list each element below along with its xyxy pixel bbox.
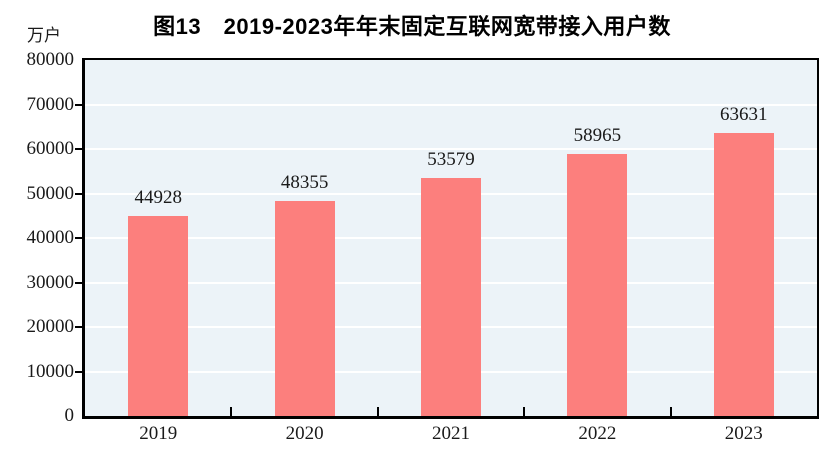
y-tick-label: 60000	[26, 138, 75, 159]
x-tick-label: 2020	[285, 423, 324, 444]
x-tick-label: 2021	[432, 423, 470, 444]
bar-category-cell: 53579	[378, 60, 524, 416]
y-tick-label: 40000	[26, 227, 75, 248]
bar	[713, 132, 774, 416]
x-tick-mark	[376, 407, 379, 416]
plot-area: 44928 48355 53579 58965 63631	[82, 58, 819, 419]
x-tick-mark	[230, 407, 233, 416]
y-axis-unit-label: 万户	[27, 26, 61, 45]
y-tick-label: 50000	[26, 182, 75, 204]
bar	[128, 216, 189, 416]
y-tick-label: 30000	[26, 271, 75, 293]
bar-value-label: 53579	[427, 148, 475, 170]
bar-category-cell: 48355	[231, 60, 377, 416]
chart-title: 图13 2019-2023年年末固定互联网宽带接入用户数	[153, 14, 671, 39]
gridline	[85, 103, 817, 106]
bar-value-label: 48355	[280, 171, 329, 193]
bar-value-label: 63631	[720, 103, 768, 125]
y-tick-mark	[75, 148, 82, 150]
y-tick-label: 20000	[26, 316, 75, 337]
bar	[420, 177, 481, 416]
bar-category-cell: 58965	[524, 60, 670, 416]
bar-category-cell: 63631	[671, 60, 817, 416]
bar	[567, 153, 628, 416]
plot-inner: 44928 48355 53579 58965 63631	[85, 60, 817, 416]
y-tick-mark	[75, 281, 82, 284]
y-tick-label: 0	[64, 405, 75, 426]
x-tick-label: 2019	[139, 423, 178, 444]
x-tick-label: 2023	[724, 423, 763, 444]
y-tick-label: 80000	[26, 49, 75, 70]
y-tick-mark	[75, 370, 82, 373]
x-tick-label: 2022	[578, 423, 617, 444]
bar-value-label: 58965	[573, 124, 622, 146]
gridline	[85, 148, 817, 150]
y-tick-mark	[75, 103, 82, 106]
bar	[274, 200, 335, 416]
x-tick-mark	[523, 407, 526, 416]
y-tick-mark	[75, 192, 82, 195]
bar-category-cell: 44928	[85, 60, 231, 416]
y-tick-label: 10000	[26, 360, 75, 382]
bar-value-label: 44928	[134, 187, 182, 209]
x-tick-mark	[669, 407, 672, 416]
y-tick-mark	[75, 326, 82, 328]
y-tick-mark	[75, 237, 82, 239]
y-tick-label: 70000	[26, 93, 75, 115]
